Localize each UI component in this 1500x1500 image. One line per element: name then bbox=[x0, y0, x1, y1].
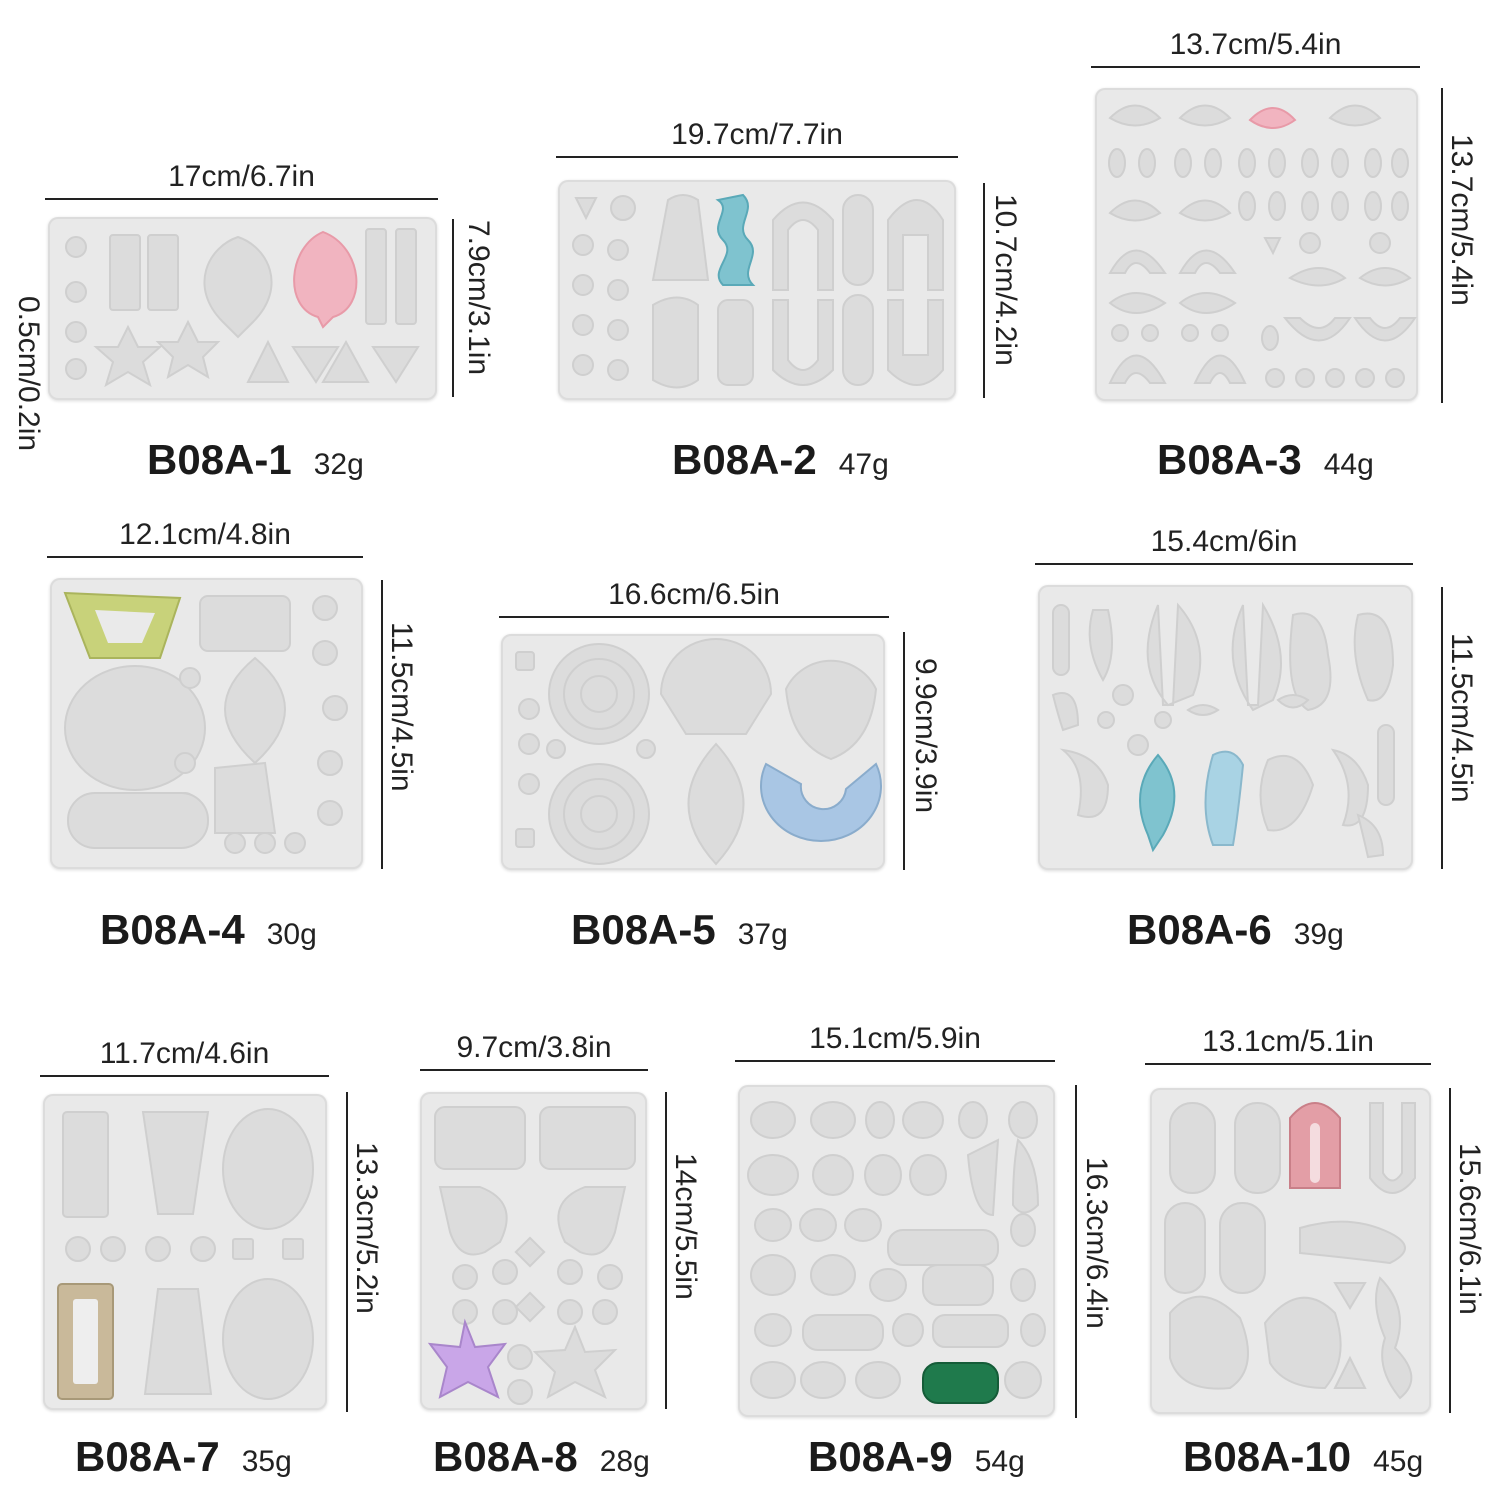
mold-2-cavities bbox=[572, 193, 944, 389]
mold-9-width: 15.1cm/5.9in bbox=[735, 1022, 1055, 1062]
mold-10 bbox=[1150, 1088, 1431, 1414]
mold-1-cavities bbox=[65, 228, 420, 388]
mold-6 bbox=[1038, 585, 1413, 870]
mold-4-label: B08A-4 30g bbox=[100, 906, 317, 954]
mold-5-weight: 37g bbox=[737, 918, 788, 951]
mold-3-height-line bbox=[1441, 88, 1443, 403]
mold-8 bbox=[420, 1092, 647, 1410]
mold-9-label: B08A-9 54g bbox=[808, 1433, 1025, 1481]
mold-4-width: 12.1cm/4.8in bbox=[47, 518, 363, 558]
mold-1-code: B08A-1 bbox=[147, 436, 292, 483]
mold-1-width: 17cm/6.7in bbox=[45, 160, 438, 200]
mold-8-height: 14cm/5.5in bbox=[669, 1153, 702, 1300]
mold-8-weight: 28g bbox=[599, 1445, 650, 1478]
mold-10-height: 15.6cm/6.1in bbox=[1453, 1143, 1486, 1315]
mold-9-height-line bbox=[1075, 1085, 1077, 1418]
mold-4-weight: 30g bbox=[266, 918, 317, 951]
mold-6-label: B08A-6 39g bbox=[1127, 906, 1344, 954]
mold-8-code: B08A-8 bbox=[433, 1433, 578, 1480]
mold-5-code: B08A-5 bbox=[571, 906, 716, 953]
mold-3 bbox=[1095, 88, 1418, 401]
mold-1-label: B08A-1 32g bbox=[147, 436, 364, 484]
mold-4-cavities bbox=[63, 591, 348, 854]
mold-2-weight: 47g bbox=[838, 448, 889, 481]
mold-1-height-line bbox=[452, 219, 454, 397]
mold-8-width: 9.7cm/3.8in bbox=[420, 1031, 648, 1071]
mold-7-weight: 35g bbox=[241, 1445, 292, 1478]
mold-2 bbox=[558, 180, 956, 400]
mold-5-height: 9.9cm/3.9in bbox=[909, 658, 942, 814]
mold-7-cavities bbox=[57, 1108, 314, 1400]
mold-6-code: B08A-6 bbox=[1127, 906, 1272, 953]
mold-3-width: 13.7cm/5.4in bbox=[1091, 28, 1420, 68]
mold-10-height-line bbox=[1449, 1088, 1451, 1413]
mold-10-label: B08A-10 45g bbox=[1183, 1433, 1423, 1481]
mold-8-height-line bbox=[665, 1092, 667, 1409]
mold-10-width: 13.1cm/5.1in bbox=[1145, 1025, 1431, 1065]
mold-3-label: B08A-3 44g bbox=[1157, 436, 1374, 484]
mold-6-height: 11.5cm/4.5in bbox=[1445, 633, 1478, 803]
mold-3-height: 13.7cm/5.4in bbox=[1445, 134, 1478, 306]
mold-9-height: 16.3cm/6.4in bbox=[1080, 1157, 1113, 1329]
mold-4 bbox=[50, 578, 363, 869]
mold-7-width: 11.7cm/4.6in bbox=[40, 1037, 329, 1077]
mold-2-height: 10.7cm/4.2in bbox=[989, 194, 1022, 366]
mold-3-cavities bbox=[1108, 104, 1417, 388]
mold-6-weight: 39g bbox=[1293, 918, 1344, 951]
mold-9-cavities bbox=[747, 1101, 1046, 1404]
mold-7-label: B08A-7 35g bbox=[75, 1433, 292, 1481]
mold-1-weight: 32g bbox=[313, 448, 364, 481]
mold-10-cavities bbox=[1164, 1102, 1416, 1400]
mold-2-height-line bbox=[983, 183, 985, 398]
mold-8-label: B08A-8 28g bbox=[433, 1433, 650, 1481]
mold-5-width: 16.6cm/6.5in bbox=[499, 578, 889, 618]
mold-8-cavities bbox=[427, 1106, 636, 1405]
mold-9 bbox=[738, 1085, 1055, 1417]
mold-7-height-line bbox=[346, 1092, 348, 1412]
mold-5-label: B08A-5 37g bbox=[571, 906, 788, 954]
mold-7-height: 13.3cm/5.2in bbox=[350, 1142, 383, 1314]
mold-4-height: 11.5cm/4.5in bbox=[385, 622, 418, 792]
mold-3-weight: 44g bbox=[1323, 448, 1374, 481]
mold-6-height-line bbox=[1441, 587, 1443, 869]
mold-4-code: B08A-4 bbox=[100, 906, 245, 953]
mold-6-width: 15.4cm/6in bbox=[1035, 525, 1413, 565]
mold-2-width: 19.7cm/7.7in bbox=[556, 118, 958, 158]
mold-5 bbox=[501, 634, 885, 870]
mold-1-thickness: 0.5cm/0.2in bbox=[12, 296, 45, 452]
mold-9-weight: 54g bbox=[974, 1445, 1025, 1478]
mold-10-code: B08A-10 bbox=[1183, 1433, 1352, 1480]
mold-7 bbox=[43, 1094, 327, 1410]
mold-6-cavities bbox=[1051, 601, 1395, 859]
mold-5-cavities bbox=[515, 638, 882, 866]
mold-7-code: B08A-7 bbox=[75, 1433, 220, 1480]
mold-9-code: B08A-9 bbox=[808, 1433, 953, 1480]
mold-5-height-line bbox=[903, 632, 905, 870]
mold-2-label: B08A-2 47g bbox=[672, 436, 889, 484]
mold-3-code: B08A-3 bbox=[1157, 436, 1302, 483]
mold-10-weight: 45g bbox=[1373, 1445, 1424, 1478]
mold-1 bbox=[48, 217, 437, 400]
mold-4-height-line bbox=[381, 580, 383, 869]
mold-2-code: B08A-2 bbox=[672, 436, 817, 483]
mold-1-height: 7.9cm/3.1in bbox=[462, 220, 495, 376]
